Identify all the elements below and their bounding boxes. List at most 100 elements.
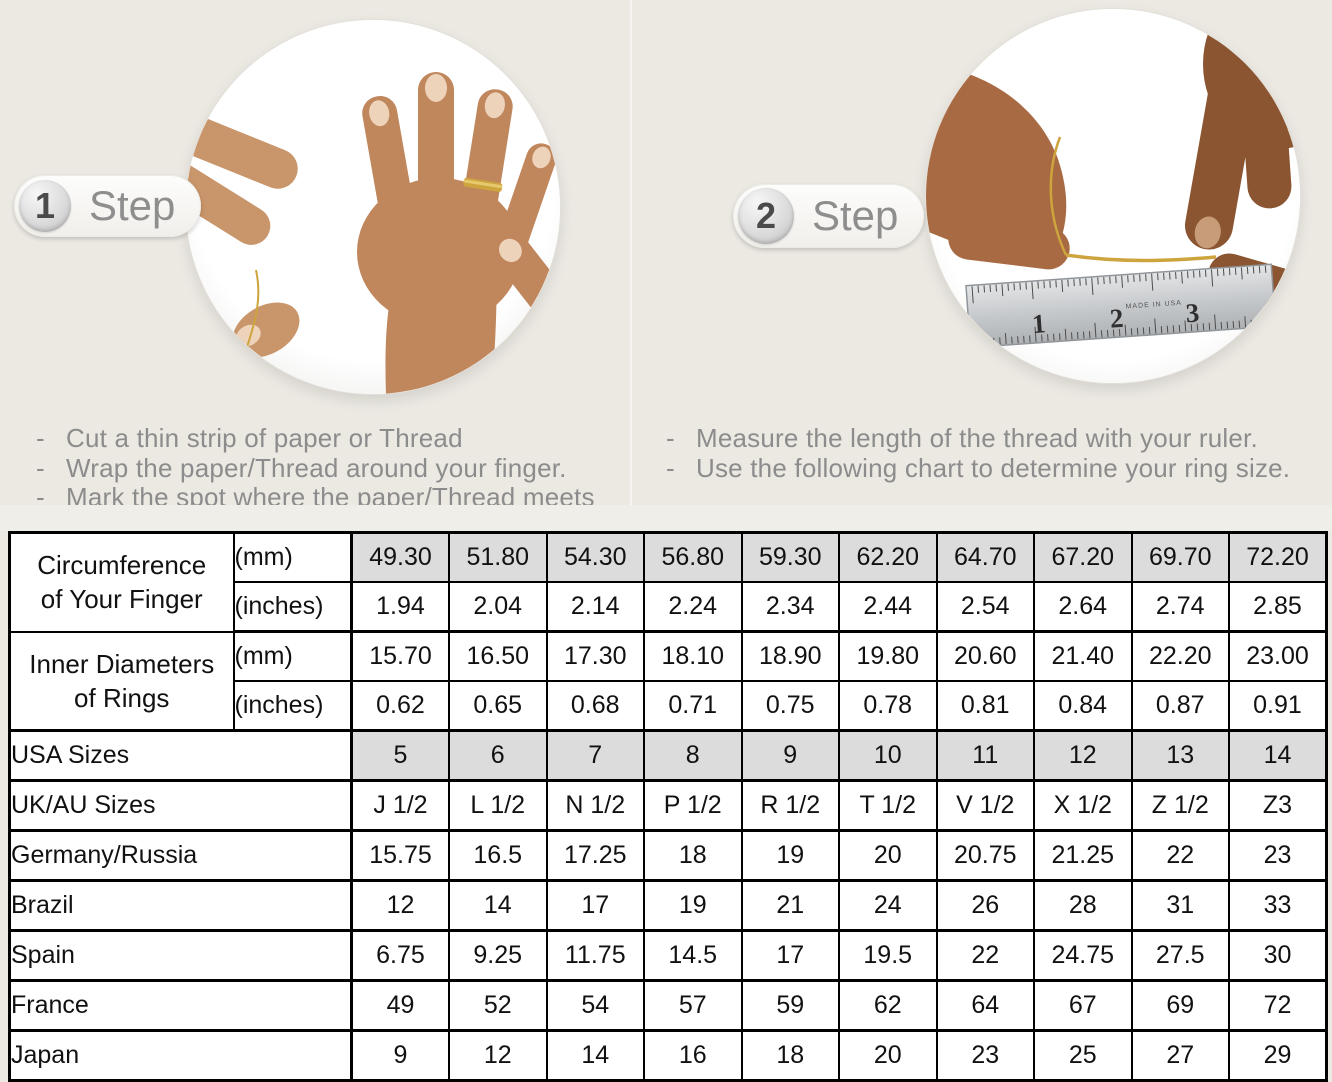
table-cell: 69.70 — [1132, 533, 1230, 583]
table-cell: 12 — [352, 881, 450, 931]
table-cell: 19 — [644, 881, 742, 931]
table-cell: 2.24 — [644, 582, 742, 632]
table-cell: 56.80 — [644, 533, 742, 583]
table-cell: 0.62 — [352, 681, 450, 731]
table-cell: 0.91 — [1229, 681, 1327, 731]
table-cell: 17 — [547, 881, 645, 931]
step-1-photo — [185, 19, 561, 395]
step-2-panel: 1 2 3 MADE IN USA 2 Step Measure the len… — [633, 0, 1332, 531]
table-cell: 0.84 — [1034, 681, 1132, 731]
table-cell: T 1/2 — [839, 781, 937, 831]
table-cell: N 1/2 — [547, 781, 645, 831]
table-cell: 33 — [1229, 881, 1327, 931]
table-cell: Japan — [10, 1031, 352, 1081]
instruction-item: Cut a thin strip of paper or Thread — [30, 424, 630, 454]
table-cell: 2.74 — [1132, 582, 1230, 632]
table-cell: 59.30 — [742, 533, 840, 583]
table-cell: 52 — [449, 981, 547, 1031]
table-cell: 12 — [1034, 731, 1132, 781]
table-cell: 64.70 — [937, 533, 1035, 583]
table-cell: 54.30 — [547, 533, 645, 583]
table-cell: 69 — [1132, 981, 1230, 1031]
table-cell: 2.04 — [449, 582, 547, 632]
ruler-number-1: 1 — [1031, 308, 1047, 339]
table-cell: P 1/2 — [644, 781, 742, 831]
table-cell: 15.75 — [352, 831, 450, 881]
table-cell: 0.75 — [742, 681, 840, 731]
table-cell: (mm) — [234, 533, 352, 583]
table-cell: 20 — [839, 1031, 937, 1081]
table-cell: 21 — [742, 881, 840, 931]
instruction-item: Wrap the paper/Thread around your finger… — [30, 454, 630, 484]
table-cell: Brazil — [10, 881, 352, 931]
table-cell: 17 — [742, 931, 840, 981]
table-cell: 21.25 — [1034, 831, 1132, 881]
step-2-photo: 1 2 3 MADE IN USA — [925, 8, 1301, 384]
table-cell: 14 — [449, 881, 547, 931]
table-cell: 8 — [644, 731, 742, 781]
table-cell: 25 — [1034, 1031, 1132, 1081]
table-cell: 14 — [547, 1031, 645, 1081]
table-cell: 49 — [352, 981, 450, 1031]
table-cell: 6.75 — [352, 931, 450, 981]
table-cell: 13 — [1132, 731, 1230, 781]
table-top-band — [0, 505, 1332, 531]
table-cell: 14.5 — [644, 931, 742, 981]
table-cell: 0.87 — [1132, 681, 1230, 731]
table-cell: 2.64 — [1034, 582, 1132, 632]
table-cell: 31 — [1132, 881, 1230, 931]
table-cell: 0.65 — [449, 681, 547, 731]
instruction-item: Use the following chart to determine you… — [660, 454, 1332, 484]
table-cell: V 1/2 — [937, 781, 1035, 831]
table-cell: 16 — [644, 1031, 742, 1081]
table-cell: L 1/2 — [449, 781, 547, 831]
table-cell: 18.10 — [644, 632, 742, 682]
table-cell: 19 — [742, 831, 840, 881]
table-cell: 2.85 — [1229, 582, 1327, 632]
table-cell: 29 — [1229, 1031, 1327, 1081]
table-cell: 23 — [1229, 831, 1327, 881]
step-2-badge: 2 Step — [733, 184, 924, 248]
table-cell: 26 — [937, 881, 1035, 931]
table-cell: 62 — [839, 981, 937, 1031]
table-cell: 10 — [839, 731, 937, 781]
hand-with-ring-illustration — [186, 20, 560, 394]
table-cell: 18 — [644, 831, 742, 881]
table-cell: 67.20 — [1034, 533, 1132, 583]
step-1-number-circle: 1 — [19, 180, 71, 232]
table-cell: 27.5 — [1132, 931, 1230, 981]
table-cell: Z3 — [1229, 781, 1327, 831]
table-cell: 64 — [937, 981, 1035, 1031]
table-cell: 11 — [937, 731, 1035, 781]
table-cell: 16.50 — [449, 632, 547, 682]
table-cell: 2.44 — [839, 582, 937, 632]
table-cell: 19.5 — [839, 931, 937, 981]
table-cell: 51.80 — [449, 533, 547, 583]
step-2-number-circle: 2 — [738, 188, 794, 244]
table-cell: X 1/2 — [1034, 781, 1132, 831]
ruler-number-3: 3 — [1185, 298, 1201, 329]
table-cell: 17.25 — [547, 831, 645, 881]
table-cell: 23 — [937, 1031, 1035, 1081]
step-2-number: 2 — [756, 195, 776, 237]
table-cell: 30 — [1229, 931, 1327, 981]
measuring-thread-illustration: 1 2 3 MADE IN USA — [926, 9, 1300, 383]
table-cell: (inches) — [234, 582, 352, 632]
table-cell: 24.75 — [1034, 931, 1132, 981]
table-cell: Spain — [10, 931, 352, 981]
step-1-badge: 1 Step — [14, 175, 201, 237]
step-1-label: Step — [89, 182, 175, 230]
table-cell: 72 — [1229, 981, 1327, 1031]
table-cell: 19.80 — [839, 632, 937, 682]
table-cell: 18 — [742, 1031, 840, 1081]
table-cell: 22 — [937, 931, 1035, 981]
table-cell: 12 — [449, 1031, 547, 1081]
